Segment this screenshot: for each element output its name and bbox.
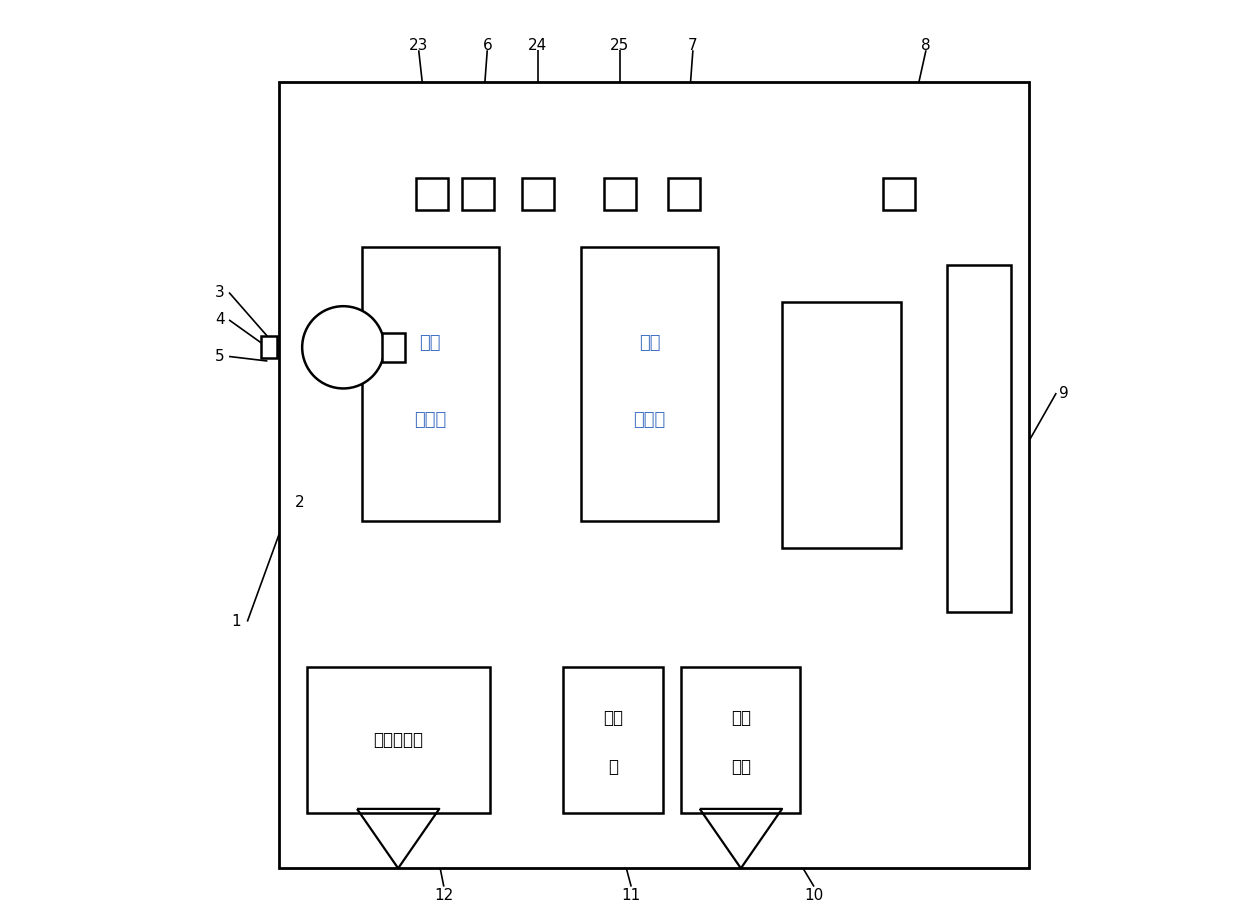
Bar [382,333,405,362]
Text: 1: 1 [231,614,241,629]
Bar [782,302,900,548]
Bar [604,178,636,210]
Bar [521,178,553,210]
Bar [563,667,663,813]
Bar [682,667,800,813]
Bar [261,336,278,358]
Bar [362,247,499,521]
Text: 24: 24 [527,38,547,53]
Text: 阀: 阀 [608,758,618,776]
Text: 排气: 排气 [638,334,661,352]
Bar [279,82,1029,868]
Text: 8: 8 [921,38,931,53]
Bar [883,178,915,210]
Circle shape [303,306,384,388]
Bar [462,178,494,210]
Text: 压力: 压力 [731,709,751,728]
Bar [416,178,448,210]
Text: 进气: 进气 [420,334,441,352]
Bar [306,667,489,813]
Text: 5: 5 [215,349,225,364]
Text: 12: 12 [435,888,453,903]
Text: 23: 23 [409,38,429,53]
Text: 调压: 调压 [603,709,622,728]
Text: 7: 7 [688,38,698,53]
Text: 2: 2 [295,495,304,510]
Text: 3: 3 [215,285,225,300]
Bar [946,265,1010,612]
Bar [580,247,718,521]
Text: 电磁阀: 电磁阀 [414,410,446,429]
Bar [668,178,700,210]
Text: 6: 6 [483,38,492,53]
Text: 时间继电器: 时间继电器 [373,731,424,749]
Text: 开关: 开关 [731,758,751,776]
Text: 10: 10 [804,888,824,903]
Text: 25: 25 [610,38,630,53]
Text: 11: 11 [621,888,641,903]
Text: 4: 4 [215,313,225,327]
Text: 电磁阀: 电磁阀 [634,410,666,429]
Text: 9: 9 [1058,386,1068,400]
